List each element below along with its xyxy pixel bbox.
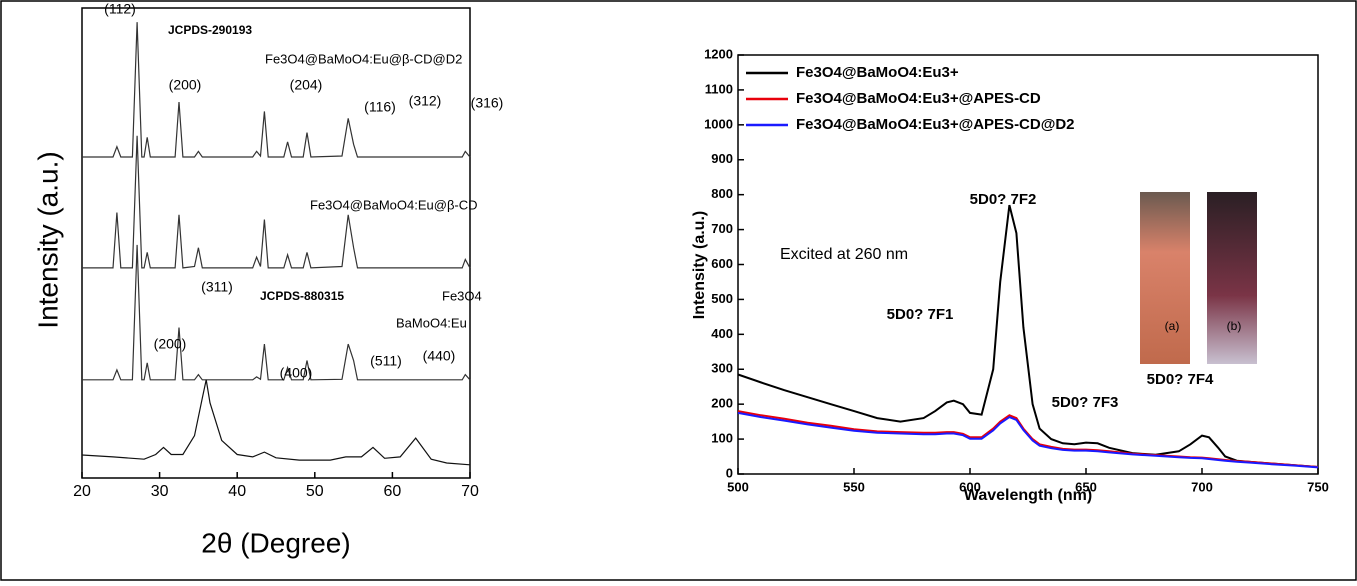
x-tick-label: 600 xyxy=(959,479,981,494)
y-tick-label: 0 xyxy=(726,465,733,480)
x-tick-label: 30 xyxy=(151,483,169,500)
y-tick-label: 1000 xyxy=(704,116,733,131)
photo-b xyxy=(1207,192,1257,364)
annotation: (a) xyxy=(1165,319,1180,333)
annotation: 5D0? 7F3 xyxy=(1052,394,1119,411)
x-axis-label: Wavelength (nm) xyxy=(964,487,1092,504)
annotation: Fe3O4 xyxy=(442,288,482,303)
y-tick-label: 200 xyxy=(711,396,733,411)
y-tick-label: 500 xyxy=(711,291,733,306)
y-tick-label: 400 xyxy=(711,326,733,341)
data-line xyxy=(82,244,471,381)
x-tick-label: 700 xyxy=(1191,479,1213,494)
data-line xyxy=(737,411,1319,469)
x-tick-label: 750 xyxy=(1307,479,1329,494)
y-tick-label: 100 xyxy=(711,431,733,446)
x-tick-label: 650 xyxy=(1075,479,1097,494)
annotation: (200) xyxy=(169,77,202,93)
annotation: Excited at 260 nm xyxy=(780,246,908,263)
annotation: JCPDS-290193 xyxy=(168,23,252,37)
x-tick-label: 60 xyxy=(384,483,402,500)
annotation: (311) xyxy=(201,279,233,295)
photo-a xyxy=(1140,192,1190,364)
annotation: 5D0? 7F4 xyxy=(1147,371,1214,388)
x-tick-label: 20 xyxy=(73,483,91,500)
legend-label: Fe3O4@BaMoO4:Eu3+@APES-CD xyxy=(796,90,1041,107)
x-axis-label: 2θ (Degree) xyxy=(201,527,350,558)
x-tick-label: 500 xyxy=(727,479,749,494)
y-tick-label: 1200 xyxy=(704,46,733,61)
data-line xyxy=(82,135,471,269)
x-tick-label: 40 xyxy=(228,483,246,500)
y-tick-label: 800 xyxy=(711,186,733,201)
annotation: Fe3O4@BaMoO4:Eu@β-CD xyxy=(310,197,478,212)
annotation: (316) xyxy=(471,95,504,111)
annotation: (312) xyxy=(409,93,442,109)
y-tick-label: 900 xyxy=(711,151,733,166)
y-tick-label: 600 xyxy=(711,256,733,271)
annotation: (200) xyxy=(154,336,187,352)
data-line xyxy=(737,204,1319,468)
plot-frame xyxy=(81,7,471,479)
annotation: 5D0? 7F1 xyxy=(887,306,954,323)
data-line xyxy=(82,22,471,158)
annotation: (b) xyxy=(1227,319,1242,333)
data-line xyxy=(81,379,471,466)
legend-label: Fe3O4@BaMoO4:Eu3+ xyxy=(796,64,959,81)
annotation: 5D0? 7F2 xyxy=(970,191,1037,208)
annotation: Fe3O4@BaMoO4:Eu@β-CD@D2 xyxy=(265,51,462,66)
y-tick-label: 1100 xyxy=(705,81,733,96)
annotation: BaMoO4:Eu xyxy=(396,315,467,330)
legend-label: Fe3O4@BaMoO4:Eu3+@APES-CD@D2 xyxy=(796,116,1075,133)
y-axis-label: Intensity (a.u.) xyxy=(691,211,708,319)
annotation: (204) xyxy=(290,77,323,93)
annotation: (116) xyxy=(364,99,396,115)
x-tick-label: 50 xyxy=(306,483,324,500)
y-axis-label: Intensity (a.u.) xyxy=(32,151,63,328)
annotation: (400) xyxy=(280,365,313,381)
y-tick-label: 700 xyxy=(711,221,733,236)
annotation: (511) xyxy=(370,353,402,369)
x-tick-label: 70 xyxy=(461,483,479,500)
annotation: (440) xyxy=(423,348,456,364)
x-tick-label: 550 xyxy=(843,479,865,494)
y-tick-label: 300 xyxy=(711,361,733,376)
annotation: (112) xyxy=(104,1,136,17)
annotation: JCPDS-880315 xyxy=(260,289,344,303)
